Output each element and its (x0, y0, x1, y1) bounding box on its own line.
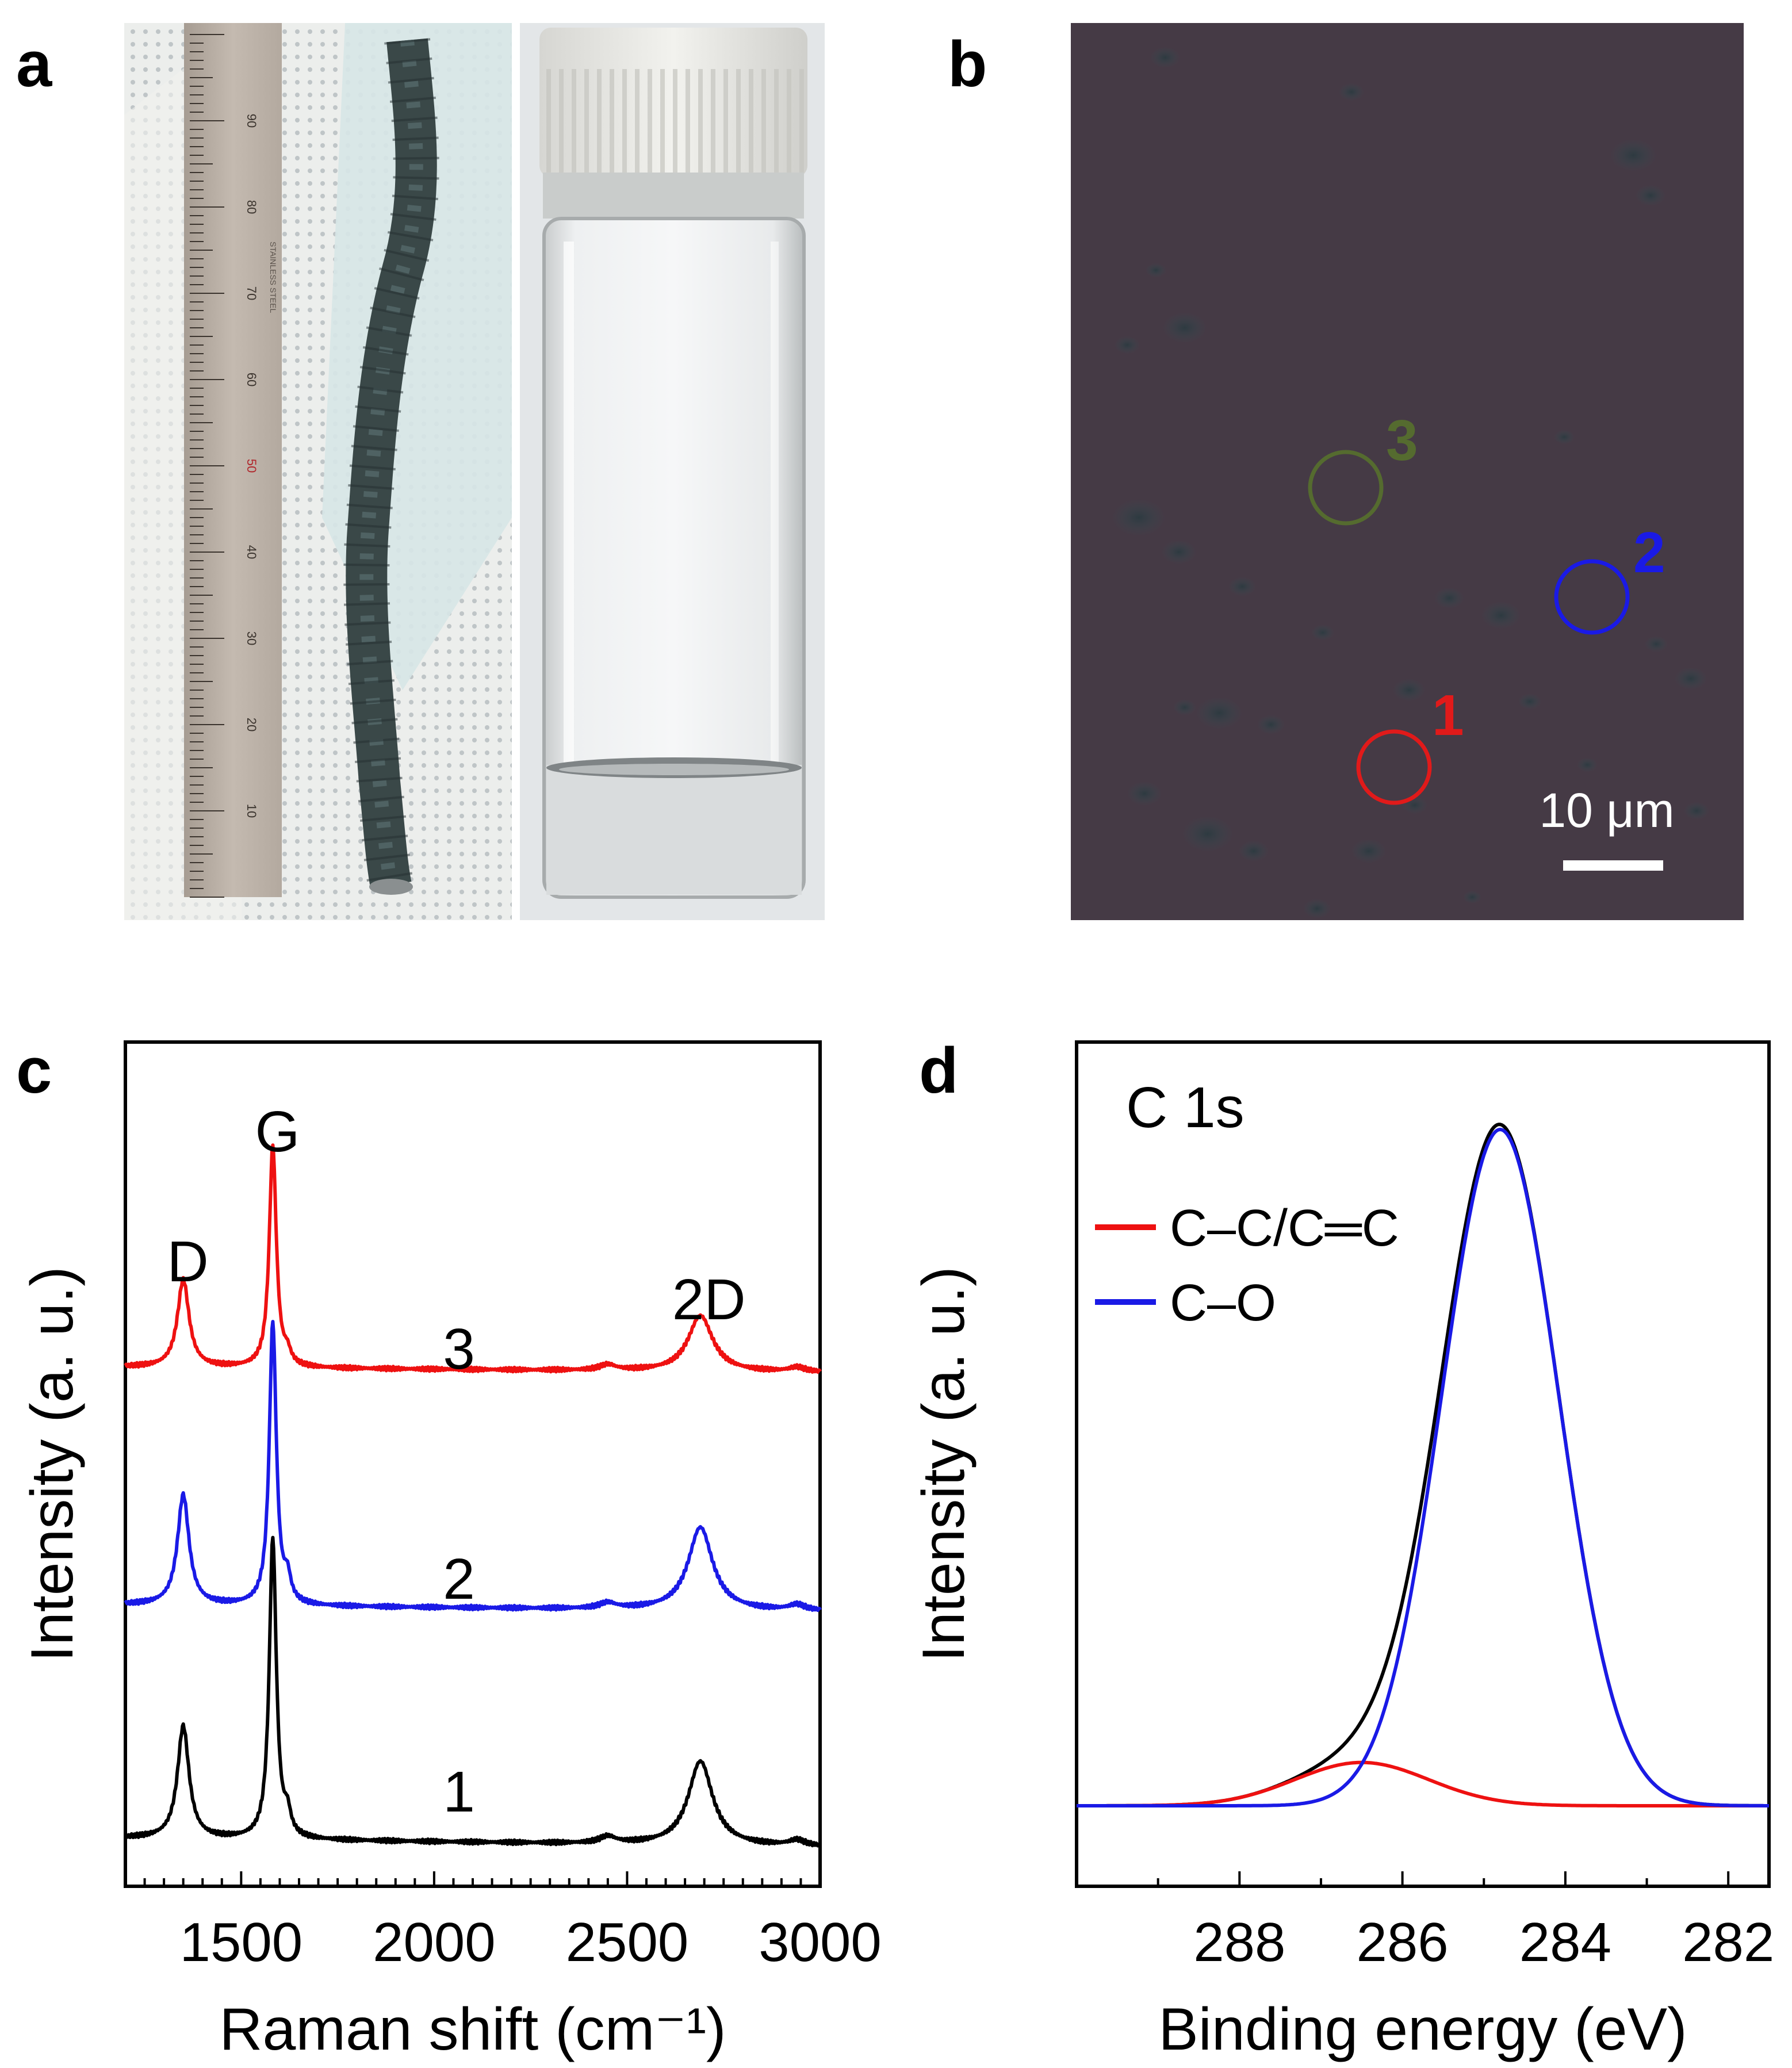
spot-3-label: 3 (1386, 408, 1418, 473)
panel-c-label: c (16, 1035, 52, 1106)
spectrum-2 (124, 1320, 822, 1613)
x-axis-ticks-c (143, 1871, 821, 1886)
x-tick-label: 2500 (566, 1912, 689, 1973)
ruler-number: 30 (244, 631, 259, 645)
ruler-number: 90 (244, 114, 259, 128)
legend-item-cc: C–C/C═C (1170, 1200, 1399, 1257)
x-tick-label: 3000 (759, 1912, 882, 1973)
panel-b-label: b (948, 28, 987, 100)
peak-label-G: G (255, 1100, 300, 1164)
x-tick-labels-c: 1500 2000 2500 3000 (180, 1912, 882, 1973)
legend-item-co: C–O (1170, 1274, 1276, 1332)
raman-spectra (124, 1143, 822, 1848)
x-tick-label: 2000 (373, 1912, 496, 1973)
y-axis-label-c: Intensity (a. u.) (19, 1266, 86, 1662)
ruler (184, 23, 282, 897)
panel-a: a 10 20 30 40 50 60 70 80 90 STAINLESS STEEL (16, 23, 825, 920)
peak-labels: D G 2D (167, 1100, 746, 1332)
ruler-number: 60 (244, 373, 259, 386)
panel-d: d 288 286 284 282 C 1s C–C/C═C C–O Binding … (910, 1035, 1774, 2063)
ruler-number: 40 (244, 545, 259, 559)
x-tick-label: 288 (1193, 1912, 1285, 1973)
chart-title-d: C 1s (1126, 1075, 1245, 1140)
x-tick-label: 1500 (180, 1912, 303, 1973)
scale-bar-label: 10 μm (1539, 783, 1674, 837)
spectrum-1 (124, 1535, 822, 1848)
spot-2: 2 (1554, 520, 1665, 635)
component-curve-1 (1077, 1760, 1769, 1807)
photo-vial (520, 23, 825, 920)
y-axis-label-d: Intensity (a. u.) (910, 1266, 977, 1662)
legend-d: C–C/C═C C–O (1095, 1200, 1399, 1332)
ruler-number: 50 (244, 459, 259, 473)
x-tick-label: 286 (1357, 1912, 1449, 1973)
ruler-ticks (190, 34, 224, 898)
x-tick-label: 284 (1519, 1912, 1611, 1973)
curve-label-1: 1 (443, 1760, 475, 1824)
optical-micrograph (1071, 23, 1744, 920)
ruler-number: 70 (244, 286, 259, 300)
panel-d-label: d (919, 1035, 958, 1106)
vial-liquid (546, 765, 802, 895)
x-tick-labels-d: 288 286 284 282 (1193, 1912, 1774, 1973)
spot-2-label: 2 (1633, 520, 1665, 585)
curve-label-2: 2 (443, 1547, 475, 1611)
panel-a-label: a (16, 28, 52, 100)
x-axis-ticks-d (1157, 1871, 1730, 1886)
vial-body (542, 217, 806, 899)
ruler-engraving: STAINLESS STEEL (269, 242, 278, 313)
scale-bar: 10 μm (1539, 783, 1675, 871)
x-axis-label-c: Raman shift (cm⁻¹) (219, 1996, 726, 2063)
ruler-number: 10 (244, 804, 259, 818)
x-tick-label: 282 (1682, 1912, 1774, 1973)
component-curve-2 (1077, 1127, 1769, 1807)
spot-3: 3 (1308, 408, 1418, 526)
peak-label-D: D (167, 1230, 209, 1294)
panel-c: c 1500 2000 2500 3000 D G 2D 1 2 3 Raman shift … (16, 1035, 882, 2063)
spot-1-label: 1 (1432, 683, 1464, 748)
spectrum-3 (124, 1143, 822, 1374)
xps-curves (1077, 1123, 1769, 1807)
ruler-numbers: 10 20 30 40 50 60 70 80 90 (244, 114, 259, 818)
spot-1: 1 (1356, 683, 1464, 805)
curve-label-3: 3 (443, 1317, 475, 1381)
plot-frame-d (1075, 1040, 1771, 1888)
ruler-number: 20 (244, 718, 259, 732)
photo-ruler-and-fiber: 10 20 30 40 50 60 70 80 90 STAINLESS STEEL (124, 23, 512, 920)
x-axis-label-d: Binding energy (eV) (1158, 1996, 1687, 2063)
panel-b: b 3 2 1 10 μm (948, 23, 1744, 920)
graphene-flakes (1112, 47, 1709, 918)
ruler-number: 80 (244, 200, 259, 214)
peak-label-2D: 2D (672, 1267, 746, 1332)
curve-labels: 1 2 3 (443, 1317, 475, 1824)
